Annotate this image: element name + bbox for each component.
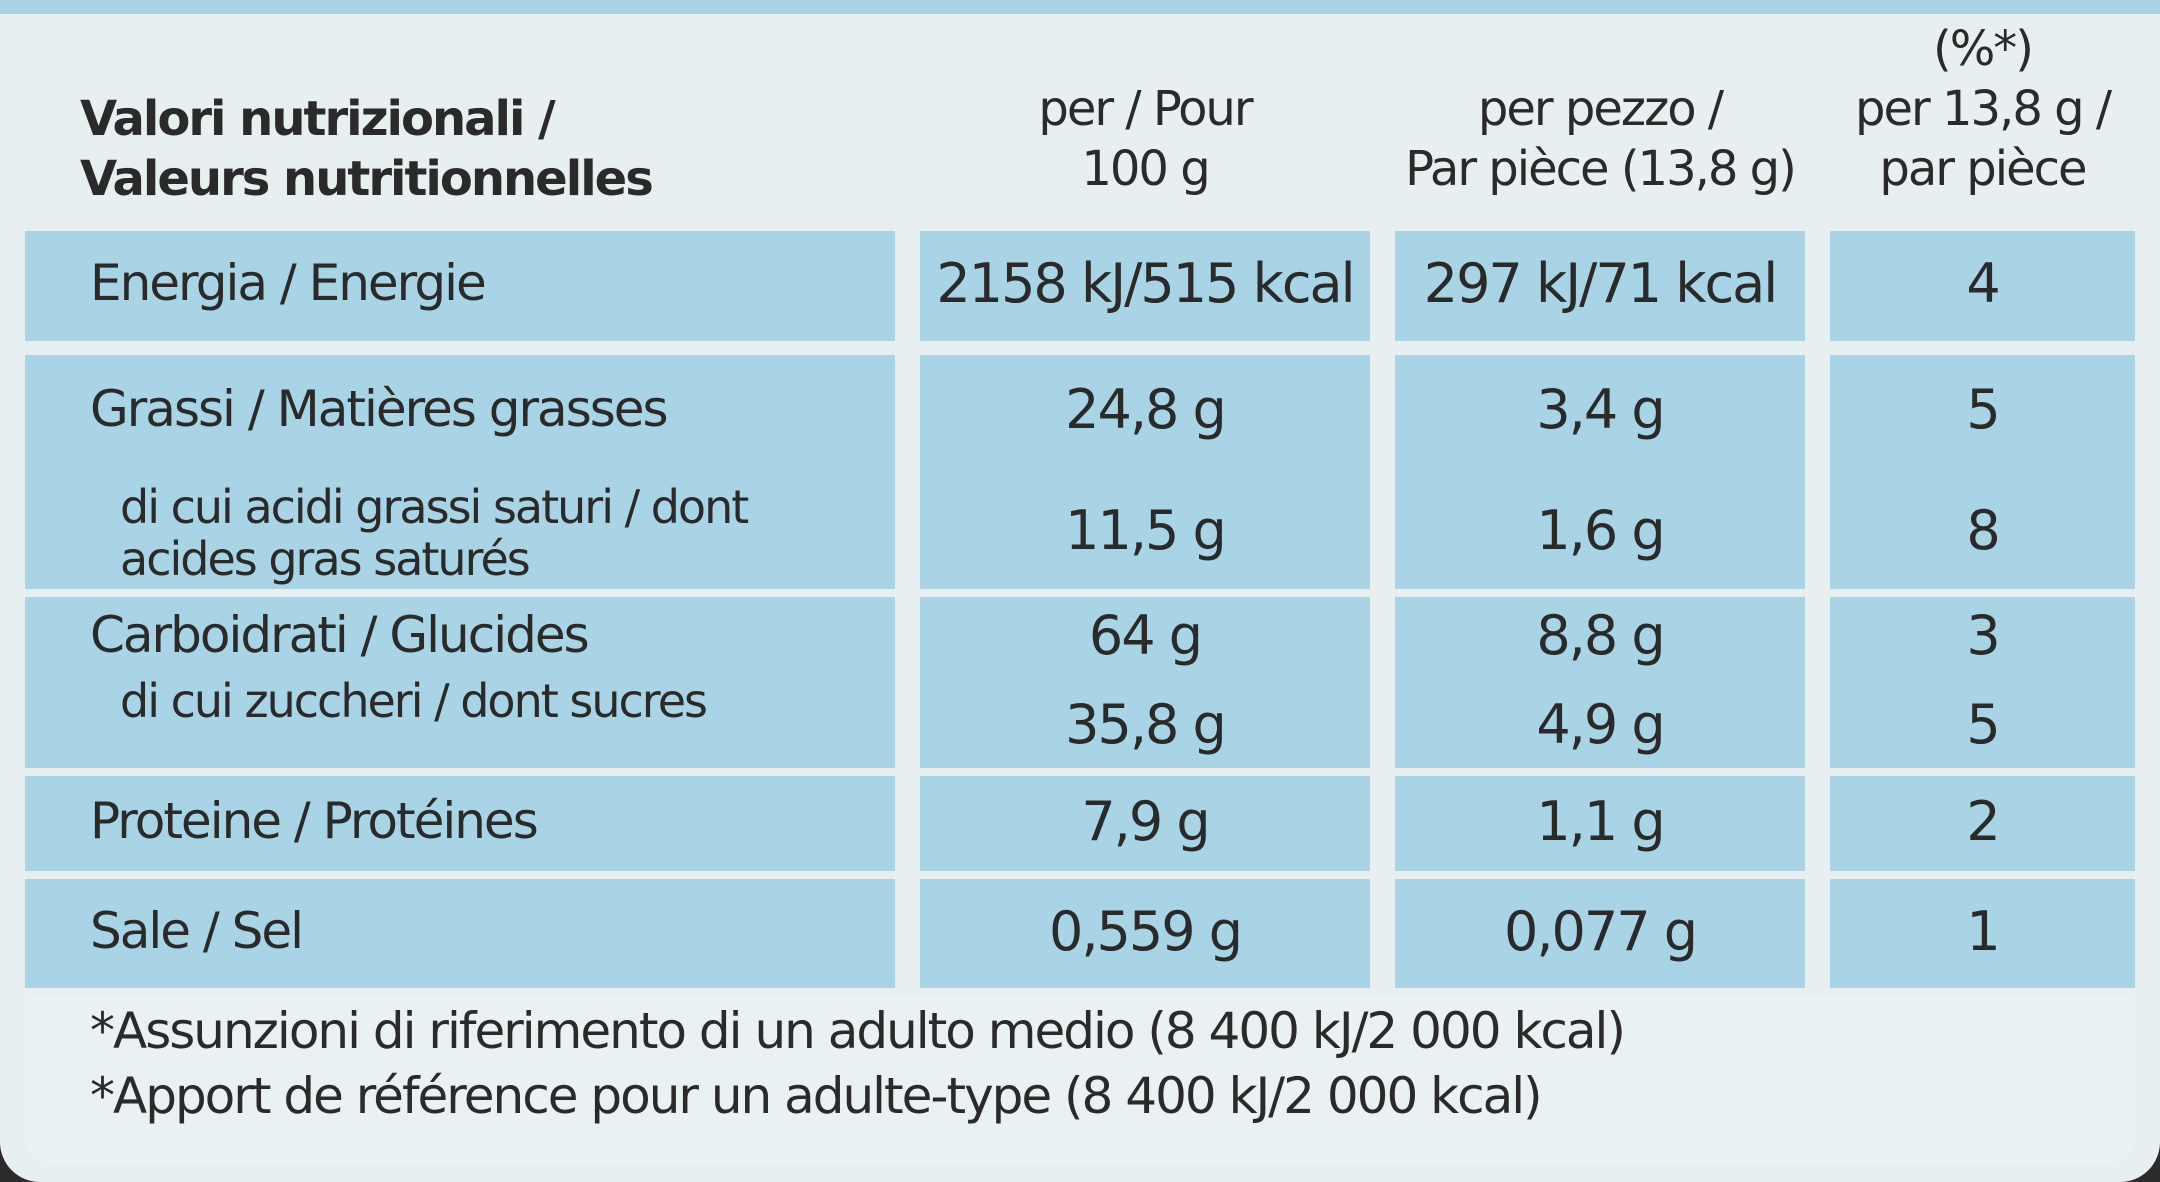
value-cell: 297 kJ/71 kcal	[1423, 252, 1779, 315]
value-cell: 4,9 g	[1536, 693, 1665, 757]
value-cell: 11,5 g	[1065, 498, 1227, 562]
row-band	[1830, 231, 2135, 341]
row-band	[1395, 879, 1805, 988]
value-cell: 8	[1966, 498, 2000, 562]
nutrient-label: Sale / Sel	[90, 901, 304, 960]
row-band	[25, 879, 895, 988]
value-cell: 2158 kJ/515 kcal	[936, 252, 1355, 315]
row-band	[1395, 776, 1805, 871]
row-band	[25, 776, 895, 871]
value-cell: 35,8 g	[1065, 693, 1227, 757]
value-cell: 1,6 g	[1536, 498, 1665, 562]
value-cell: 24,8 g	[1065, 377, 1227, 441]
value-cell: 1	[1966, 899, 2000, 963]
row-band	[1830, 597, 2135, 768]
row-band	[1395, 231, 1805, 341]
header-text: per 13,8 g /	[1854, 81, 2112, 137]
header-text: Valeurs nutritionnelles	[80, 151, 654, 207]
row-band	[920, 597, 1370, 768]
row-band	[920, 231, 1370, 341]
header-text: per pezzo /	[1477, 81, 1724, 137]
value-cell: 0,077 g	[1503, 899, 1698, 963]
row-band	[25, 231, 895, 341]
value-cell: 5	[1966, 377, 2000, 441]
header-text: par pièce	[1879, 141, 2087, 197]
value-cell: 1,1 g	[1536, 789, 1665, 853]
value-cell: 0,559 g	[1048, 899, 1243, 963]
value-cell: 7,9 g	[1081, 789, 1210, 853]
row-band	[1395, 597, 1805, 768]
value-cell: 4	[1966, 252, 2000, 315]
header-text: Par pièce (13,8 g)	[1405, 141, 1797, 197]
footnote: *Assunzioni di riferimento di un adulto …	[90, 1002, 1626, 1060]
footnote: *Apport de référence pour un adulte-type…	[90, 1067, 1543, 1125]
value-cell: 2	[1966, 789, 2000, 853]
footnote-box	[25, 995, 2135, 1165]
nutrient-label: Proteine / Protéines	[90, 791, 539, 850]
sub-nutrient-label: di cui zuccheri / dont sucres	[120, 674, 708, 729]
row-band	[25, 597, 895, 768]
row-band	[920, 879, 1370, 988]
header-text: per / Pour	[1038, 81, 1253, 137]
sub-nutrient-label: di cui acidi grassi saturi / dont acides…	[120, 479, 749, 586]
nutrient-label: Grassi / Matières grasses	[90, 379, 669, 438]
header-text: Valori nutrizionali /	[80, 91, 556, 147]
header-text: (%*)	[1932, 21, 2034, 77]
value-cell: 8,8 g	[1536, 603, 1665, 667]
header-text: 100 g	[1081, 141, 1210, 197]
row-band	[920, 776, 1370, 871]
value-cell: 3,4 g	[1536, 377, 1665, 441]
row-band	[1830, 879, 2135, 988]
row-band	[920, 355, 1370, 589]
nutrient-label: Energia / Energie	[90, 254, 487, 312]
row-band	[1395, 355, 1805, 589]
row-band	[25, 355, 895, 589]
value-cell: 3	[1966, 603, 2000, 667]
value-cell: 64 g	[1088, 603, 1203, 667]
value-cell: 5	[1966, 693, 2000, 757]
row-band	[1830, 355, 2135, 589]
nutrient-label: Carboidrati / Glucides	[90, 605, 590, 664]
row-band	[1830, 776, 2135, 871]
